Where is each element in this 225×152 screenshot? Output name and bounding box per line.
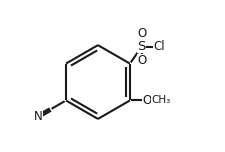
Text: O: O (142, 94, 151, 107)
Text: O: O (136, 54, 146, 67)
Text: S: S (137, 40, 145, 53)
Text: N: N (34, 109, 43, 123)
Text: Cl: Cl (153, 40, 164, 53)
Text: CH₃: CH₃ (150, 95, 169, 105)
Text: O: O (136, 27, 146, 40)
